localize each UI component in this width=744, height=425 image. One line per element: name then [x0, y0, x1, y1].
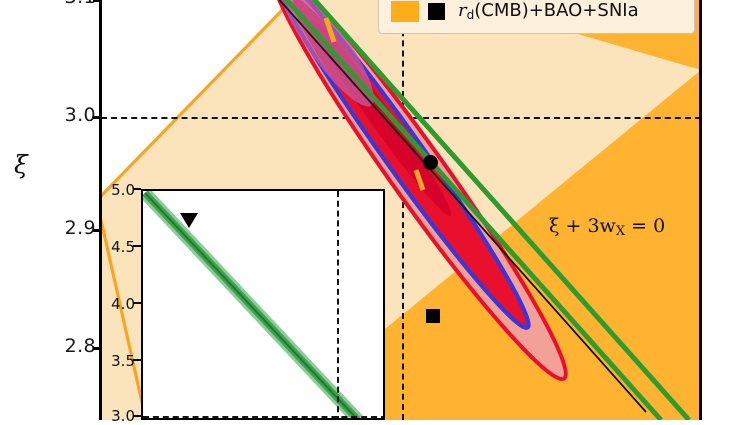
legend-entry-label: rd(CMB)+BAO+SNIa [458, 0, 639, 22]
legend-black-square-marker [428, 2, 445, 20]
confidence-contours [270, 0, 691, 420]
orange-inner-tick-top [323, 17, 337, 43]
inset-horizontal-reference [143, 416, 383, 418]
inset-axes [141, 189, 385, 420]
ytick-mark-2-9 [93, 229, 101, 232]
ytick-mark-3-0 [93, 116, 101, 119]
ytick-label-3-1: 3.1 [36, 0, 96, 8]
green-degeneracy-line-upper [283, 0, 663, 420]
annotation-main: ξ + 3w [549, 215, 616, 237]
degeneracy-annotation: ξ + 3wX = 0 [549, 215, 665, 239]
ytick-label-2-9: 2.9 [64, 217, 96, 239]
fiducial-square-marker [426, 309, 440, 323]
main-plot-area: ξ + 3wX = 0 [101, 0, 701, 420]
inset-ytick-mark-3-5 [133, 359, 141, 362]
black-degeneracy-line [278, 0, 647, 413]
inset-content [143, 191, 363, 418]
inset-ytick-label-4-0: 4.0 [111, 295, 135, 313]
legend-box: rd(CMB)+BAO+SNIa [378, 0, 695, 34]
ytick-label-2-8: 2.8 [64, 335, 96, 357]
inset-ytick-label-4-5: 4.5 [111, 238, 135, 256]
inset-ytick-mark-4-0 [133, 302, 141, 305]
best-fit-dot [423, 155, 438, 170]
ytick-label-3-0: 3.0 [64, 104, 96, 126]
axis-spine-right [699, 0, 702, 420]
ytick-mark-2-8 [93, 347, 101, 350]
ytick-mark-3-1 [93, 0, 101, 2]
legend-label-main: (CMB)+BAO+SNIa [474, 0, 639, 21]
vertical-reference-line [402, 0, 404, 420]
legend-label-subscript: d [466, 8, 475, 22]
inset-ytick-label-3-5: 3.5 [111, 352, 135, 370]
inset-ytick-mark-4-5 [133, 245, 141, 248]
inset-ytick-label-5-0: 5.0 [111, 181, 135, 199]
annotation-subscript: X [615, 224, 626, 239]
contour-blue-outline [271, 0, 531, 330]
inset-vertical-reference [337, 191, 339, 418]
axis-spine-left [99, 0, 102, 420]
wedge-edge-upper [101, 0, 295, 198]
wedge-edge-lower [101, 219, 148, 420]
annotation-tail: = 0 [625, 215, 666, 237]
y-axis-label: ξ [14, 150, 28, 179]
legend-label-prefix: r [458, 0, 467, 21]
green-degeneracy-line-lower [311, 0, 691, 420]
orange-inner-tick [413, 169, 426, 191]
inset-ytick-mark-3-0 [133, 415, 141, 418]
inset-band-core [144, 192, 358, 418]
inset-triangle-marker [180, 213, 198, 228]
legend-orange-patch [391, 0, 419, 22]
inset-ytick-mark-5-0 [133, 188, 141, 191]
